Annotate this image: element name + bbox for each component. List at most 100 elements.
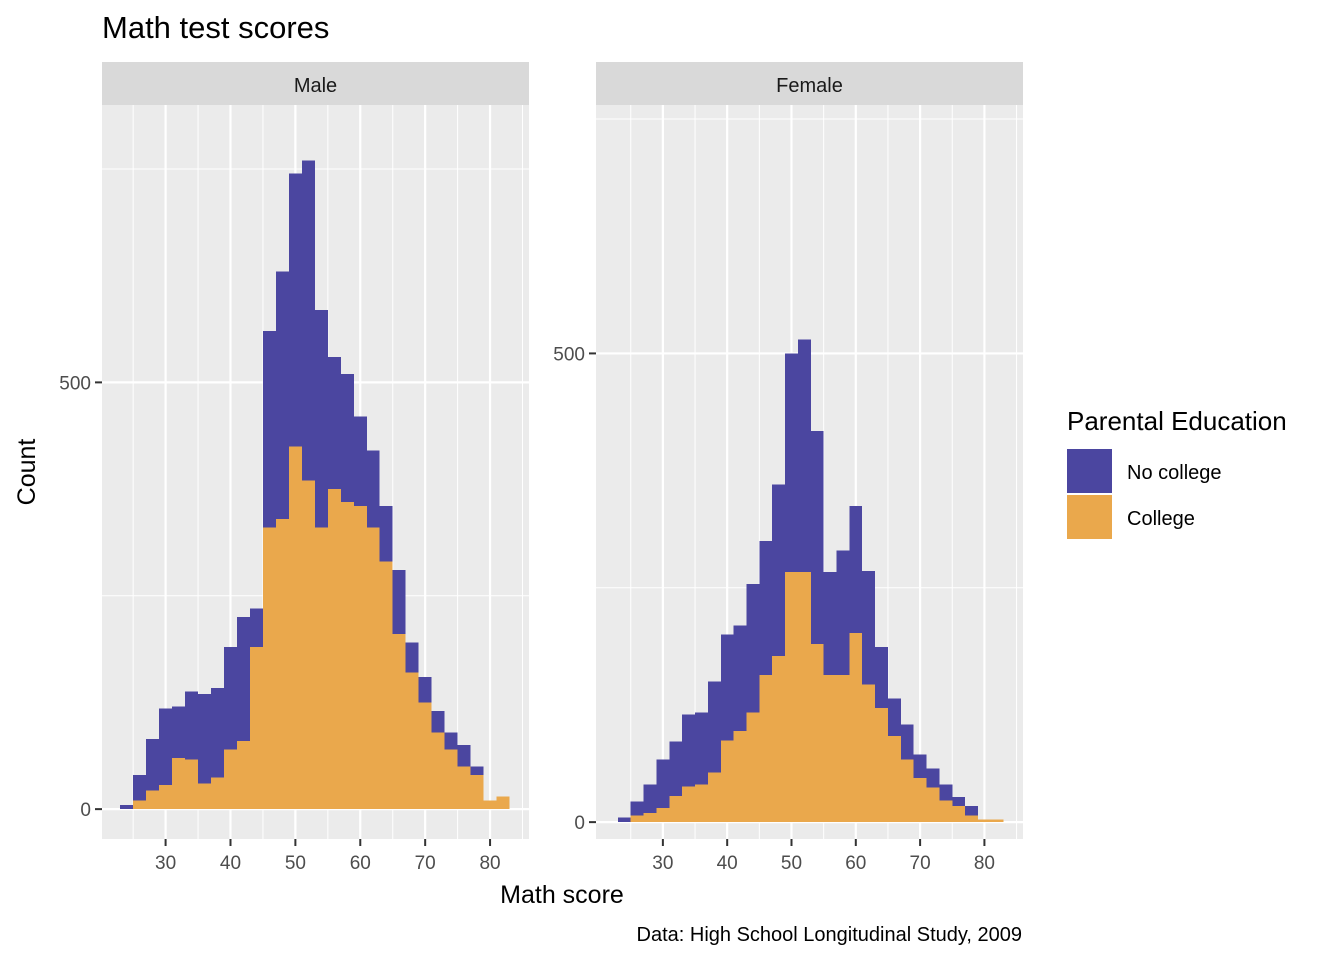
facet-female: Female 0 500 30 40 50 60 70 80 xyxy=(553,62,1023,874)
bar-female-college-76 xyxy=(952,806,966,823)
bars-female xyxy=(617,339,1004,823)
x-axis-male: 30 40 50 60 70 80 xyxy=(155,839,501,874)
bar-male-no-college-30 xyxy=(159,708,173,786)
bar-female-no-college-56 xyxy=(823,571,837,675)
bar-female-college-64 xyxy=(875,707,888,823)
bar-female-no-college-70 xyxy=(913,754,927,779)
legend-swatch-no-college xyxy=(1067,449,1112,493)
x-tick-label-male-70: 70 xyxy=(415,853,436,874)
bar-female-no-college-42 xyxy=(733,625,747,732)
bar-male-no-college-70 xyxy=(418,676,432,703)
bar-female-no-college-64 xyxy=(875,646,888,708)
bar-male-no-college-26 xyxy=(133,774,147,801)
bar-male-college-58 xyxy=(340,501,354,810)
bar-male-no-college-40 xyxy=(224,646,237,750)
legend-title: Parental Education xyxy=(1067,406,1287,436)
bar-male-no-college-58 xyxy=(340,373,354,502)
facet-strip-female xyxy=(596,62,1023,105)
x-tick-label-female-80: 80 xyxy=(974,853,995,874)
facet-strip-label-female: Female xyxy=(776,75,843,97)
bar-female-college-46 xyxy=(759,674,773,823)
bar-female-no-college-74 xyxy=(939,784,953,801)
bar-female-college-54 xyxy=(810,644,824,823)
bar-male-college-32 xyxy=(172,757,186,810)
bar-female-no-college-76 xyxy=(952,796,966,807)
bar-male-college-26 xyxy=(133,800,147,810)
bar-female-no-college-28 xyxy=(643,784,657,813)
bar-female-college-42 xyxy=(733,731,747,823)
bar-male-no-college-34 xyxy=(185,691,199,760)
bar-male-college-74 xyxy=(444,749,458,810)
bar-male-college-56 xyxy=(327,489,341,810)
bar-female-college-34 xyxy=(682,786,696,823)
bar-male-no-college-68 xyxy=(405,642,419,673)
x-axis-female: 30 40 50 60 70 80 xyxy=(652,839,995,874)
x-tick-label-female-70: 70 xyxy=(910,853,931,874)
bar-male-college-48 xyxy=(275,518,289,810)
bar-male-no-college-46 xyxy=(262,331,276,528)
bars-male xyxy=(120,160,510,810)
x-tick-label-female-30: 30 xyxy=(652,853,673,874)
legend: Parental Education No college College xyxy=(1067,406,1287,539)
bar-male-college-68 xyxy=(405,672,419,810)
y-axis-female: 0 500 xyxy=(553,344,596,834)
y-axis-title: Count xyxy=(13,439,41,506)
bar-male-college-30 xyxy=(159,785,173,810)
bar-female-no-college-46 xyxy=(759,540,773,675)
bar-female-college-48 xyxy=(772,656,786,823)
bar-female-no-college-44 xyxy=(746,584,760,713)
bar-male-no-college-62 xyxy=(366,450,380,528)
x-tick-label-male-40: 40 xyxy=(220,853,241,874)
y-axis-male: 0 500 xyxy=(59,373,102,821)
y-tick-label-female-0: 0 xyxy=(574,813,585,834)
bar-male-no-college-36 xyxy=(198,693,212,784)
bar-male-college-52 xyxy=(301,480,315,810)
bar-male-no-college-44 xyxy=(249,608,263,647)
bar-male-college-42 xyxy=(236,740,250,810)
bar-male-college-60 xyxy=(353,506,367,810)
x-tick-label-female-40: 40 xyxy=(717,853,738,874)
bar-female-college-66 xyxy=(887,735,901,823)
bar-male-no-college-48 xyxy=(275,271,289,519)
bar-male-no-college-60 xyxy=(353,416,367,507)
bar-female-college-44 xyxy=(746,712,760,823)
bar-female-no-college-54 xyxy=(810,431,824,645)
bar-female-no-college-30 xyxy=(656,759,670,809)
bar-female-college-30 xyxy=(656,808,670,823)
bar-male-no-college-50 xyxy=(288,173,302,447)
bar-male-college-28 xyxy=(146,790,160,810)
bar-male-college-64 xyxy=(379,561,393,810)
bar-male-no-college-64 xyxy=(379,506,393,562)
x-tick-label-male-30: 30 xyxy=(155,853,176,874)
bar-male-no-college-54 xyxy=(314,309,328,528)
bar-female-no-college-72 xyxy=(926,768,940,788)
bar-male-college-50 xyxy=(288,446,302,810)
x-tick-label-female-60: 60 xyxy=(845,853,866,874)
bar-male-college-44 xyxy=(249,646,263,810)
x-tick-label-male-60: 60 xyxy=(350,853,371,874)
x-tick-label-female-50: 50 xyxy=(781,853,802,874)
bar-male-college-82 xyxy=(496,796,510,810)
bar-female-college-36 xyxy=(695,784,708,823)
bar-male-college-72 xyxy=(431,732,445,810)
bar-male-college-66 xyxy=(392,634,406,810)
bar-female-college-78 xyxy=(965,815,978,823)
bar-female-college-72 xyxy=(926,787,940,823)
bar-female-college-52 xyxy=(797,571,811,823)
bar-female-no-college-32 xyxy=(669,741,683,796)
bar-female-college-58 xyxy=(836,674,850,823)
bar-male-college-38 xyxy=(211,777,224,810)
bar-female-no-college-62 xyxy=(862,570,876,685)
bar-male-college-46 xyxy=(262,527,276,810)
bar-male-no-college-38 xyxy=(211,687,224,778)
chart-title: Math test scores xyxy=(102,10,329,45)
y-tick-label-female-500: 500 xyxy=(553,344,585,365)
bar-female-college-80 xyxy=(977,819,991,823)
bar-female-no-college-24 xyxy=(617,817,631,823)
bar-female-no-college-38 xyxy=(707,681,721,773)
bar-female-college-68 xyxy=(900,759,914,823)
bar-female-no-college-66 xyxy=(887,698,901,736)
bar-male-college-78 xyxy=(470,774,484,810)
bar-female-no-college-52 xyxy=(797,339,811,572)
bar-female-no-college-48 xyxy=(772,484,786,657)
